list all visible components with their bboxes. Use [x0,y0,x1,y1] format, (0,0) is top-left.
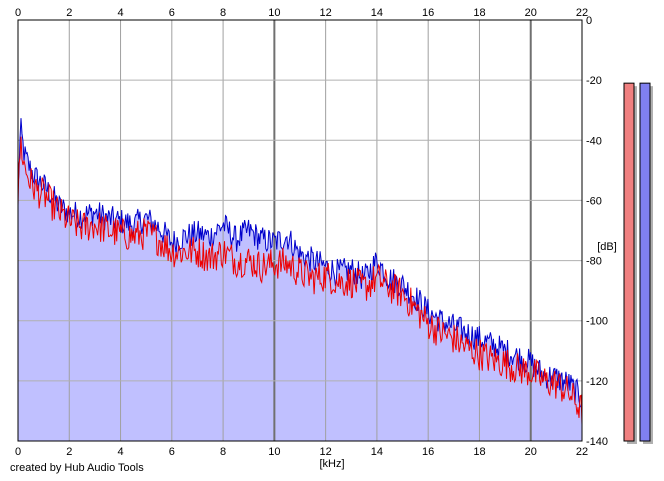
x-tick-label-top: 16 [422,7,434,19]
x-tick-label-top: 14 [371,7,383,19]
y-tick-label: -60 [586,195,602,207]
x-tick-label-bottom: 12 [320,446,332,458]
x-tick-label-top: 18 [473,7,485,19]
y-tick-label: -20 [586,75,602,87]
series-layer [17,118,583,425]
series-line-blue [17,118,583,408]
x-tick-label-top: 22 [576,7,588,19]
x-tick-label-bottom: 10 [268,446,280,458]
series-line-red [17,136,583,425]
x-tick-label-top: 6 [169,7,175,19]
y-axis-label: [dB] [597,241,617,253]
x-tick-label-bottom: 2 [66,446,72,458]
y-tick-label: -100 [586,316,608,328]
y-ticks-right: 0 -20 -40 -60 -80 -100 -120 -140 [586,15,608,448]
x-tick-label-top: 4 [117,7,123,19]
x-ticks-bottom: 0 2 4 6 8 10 12 14 16 18 20 22 [15,446,588,458]
spectrum-fill-area [18,118,582,441]
x-tick-label-bottom: 22 [576,446,588,458]
y-tick-label: 0 [586,15,592,27]
x-tick-label-bottom: 18 [473,446,485,458]
x-ticks-top: 0 2 4 6 8 10 12 14 16 18 20 22 [15,7,588,19]
level-meter-blue [639,82,651,442]
x-tick-label-bottom: 16 [422,446,434,458]
x-axis-label: [kHz] [319,458,344,470]
x-tick-label-top: 10 [268,7,280,19]
level-meter-red [623,82,635,442]
y-tick-label: -40 [586,135,602,147]
x-tick-label-bottom: 20 [525,446,537,458]
y-tick-label: -80 [586,256,602,268]
spectrum-fill-layer [18,118,582,441]
y-tick-label: -120 [586,376,608,388]
y-tick-label: -140 [586,436,608,448]
x-tick-label-bottom: 8 [220,446,226,458]
x-tick-label-bottom: 4 [117,446,123,458]
x-tick-label-top: 20 [525,7,537,19]
x-tick-label-top: 2 [66,7,72,19]
x-tick-label-bottom: 0 [15,446,21,458]
x-tick-label-top: 12 [320,7,332,19]
level-meters [623,82,653,445]
credit-text: created by Hub Audio Tools [10,462,144,474]
x-tick-label-bottom: 6 [169,446,175,458]
x-tick-label-bottom: 14 [371,446,383,458]
x-tick-label-top: 8 [220,7,226,19]
plot-frame [17,19,583,442]
x-tick-label-top: 0 [15,7,21,19]
